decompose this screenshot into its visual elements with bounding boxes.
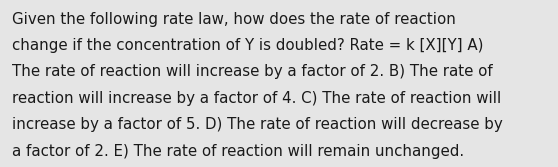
Text: The rate of reaction will increase by a factor of 2. B) The rate of: The rate of reaction will increase by a …	[12, 64, 493, 79]
Text: change if the concentration of Y is doubled? Rate = k [X][Y] A): change if the concentration of Y is doub…	[12, 38, 484, 53]
Text: a factor of 2. E) The rate of reaction will remain unchanged.: a factor of 2. E) The rate of reaction w…	[12, 144, 464, 159]
Text: reaction will increase by a factor of 4. C) The rate of reaction will: reaction will increase by a factor of 4.…	[12, 91, 502, 106]
Text: increase by a factor of 5. D) The rate of reaction will decrease by: increase by a factor of 5. D) The rate o…	[12, 117, 503, 132]
Text: Given the following rate law, how does the rate of reaction: Given the following rate law, how does t…	[12, 12, 456, 27]
